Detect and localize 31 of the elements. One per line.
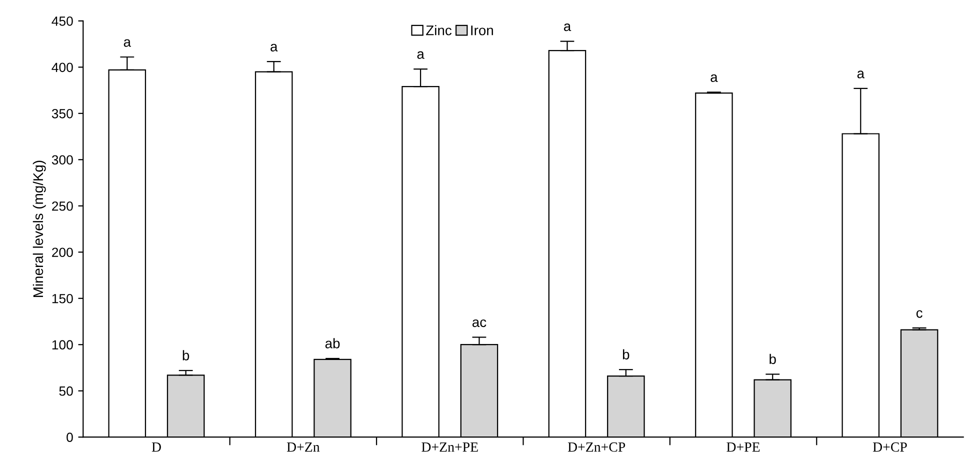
y-tick-label: 100 [52, 340, 73, 350]
annotation: a [417, 51, 424, 59]
y-tick-label: 200 [52, 248, 73, 258]
annotation: ab [325, 338, 340, 348]
annotation: a [710, 74, 718, 82]
y-tick-label: 0 [66, 432, 73, 442]
annotation: a [270, 44, 278, 52]
x-tick-label: D+CP [872, 442, 907, 452]
annotation: c [916, 310, 922, 318]
y-tick-label: 450 [52, 16, 73, 26]
x-tick-label: D+Zn [286, 442, 320, 452]
x-tick-label: D+PE [726, 442, 760, 452]
x-tick-label: D [152, 442, 161, 452]
y-tick-label: 400 [52, 62, 73, 72]
legend-label: Iron [471, 26, 493, 36]
annotation: ac [472, 319, 486, 328]
annotation: b [182, 350, 190, 360]
y-axis-title: Mineral levels (mg/Kg) [32, 160, 46, 297]
y-tick-label: 250 [52, 201, 73, 211]
annotation: a [124, 39, 131, 47]
annotation: b [622, 349, 630, 360]
y-tick-label: 150 [52, 294, 73, 304]
annotation: a [564, 24, 572, 32]
y-tick-label: 300 [52, 155, 73, 165]
x-tick-label: D+Zn+PE [422, 442, 478, 452]
legend-label: Zinc [426, 25, 452, 36]
annotation: a [857, 70, 864, 78]
annotation: b [770, 354, 776, 364]
y-tick-label: 350 [52, 108, 73, 118]
y-tick-label: 50 [59, 386, 73, 396]
x-tick-label: D+Zn+CP [568, 442, 626, 452]
